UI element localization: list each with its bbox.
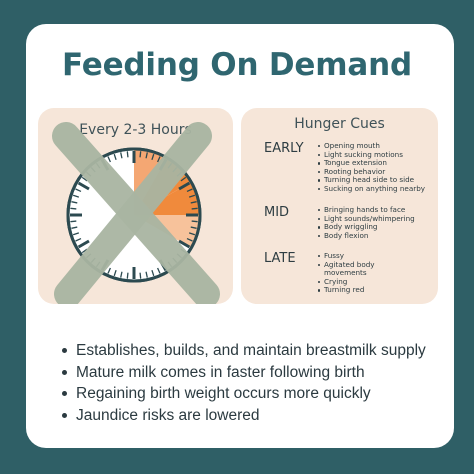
clock-minute-tick [113,153,117,161]
clock-minute-tick [191,207,198,210]
benefits-list: Establishes, builds, and maintain breast… [62,340,426,426]
clock-minute-tick [151,269,155,277]
cue-item: Turning red [318,286,438,295]
cue-item-continuation: movements [324,268,367,278]
cue-item: Rooting behavior [318,167,438,177]
clock-minute-tick [190,226,197,229]
clock-minute-tick [72,194,80,198]
page-title: Feeding On Demand [62,47,412,83]
clock-minute-tick [107,156,112,163]
cue-item: Body wriggling [318,223,438,232]
clock-hour-tick [77,181,90,191]
clock-minute-tick [139,151,142,158]
cue-item: Light sucking motions [318,150,438,160]
cue-list-mid: Bringing hands to face Light sounds/whim… [318,205,438,241]
clock-hour-tick [178,181,191,191]
cue-label-early: EARLY [264,141,304,156]
clock-minute-tick [70,220,77,223]
clock-minute-tick [71,201,78,204]
clock-minute-tick [126,151,129,158]
clock-minute-tick [113,269,117,277]
cue-item: Agitated body [318,260,438,270]
clock-minute-tick [186,237,193,242]
cue-item: Tongue extension [318,159,438,168]
clock-minute-tick [75,188,82,193]
x-mark-icon [52,122,220,304]
cue-item: Sucking on anything nearby [318,184,438,194]
clock-minute-tick [107,267,112,274]
clock-minute-tick [81,248,88,254]
cue-item: Bringing hands to face [318,205,438,215]
cue-list-early: Opening mouth Light sucking motions Tong… [318,141,438,194]
hunger-cues-title: Hunger Cues [294,116,385,132]
clock-minute-tick [188,194,196,198]
cue-label-mid: MID [264,205,290,220]
cue-item: Fussy [318,251,438,261]
clock-minute-tick [190,201,197,204]
feeding-interval-title: Every 2-3 Hours [79,122,192,138]
clock-hour-tick [77,239,90,249]
cue-item: Body flexion [318,231,438,241]
clock-minute-tick [72,232,80,236]
clock-minute-tick [151,153,155,161]
clock-minute-tick [191,220,198,223]
benefit-item: Jaundice risks are lowered [62,405,426,427]
clock-minute-tick [81,176,88,182]
cue-item: Turning head side to side [318,176,438,185]
clock-minute-tick [156,267,161,274]
clock-minute-tick [145,152,148,159]
benefit-item: Mature milk comes in faster following bi… [62,362,426,384]
clock-minute-tick [186,188,193,193]
cue-item: Crying [318,277,438,287]
clock-minute-tick [139,272,142,279]
clock-minute-tick [156,156,161,163]
clock-minute-tick [126,272,129,279]
cue-label-late: LATE [264,251,296,266]
clock-minute-tick [120,271,123,278]
clock-minute-tick [71,226,78,229]
clock-hour-tick [178,239,191,249]
clock-minute-tick [70,207,77,210]
clock-minute-tick [180,176,187,182]
cue-item: Opening mouth [318,141,438,151]
clock-minute-tick [120,152,123,159]
benefit-item: Regaining birth weight occurs more quick… [62,383,426,405]
hunger-cues-panel [241,108,438,304]
cue-item: Light sounds/whimpering [318,214,438,224]
clock-minute-tick [188,232,196,236]
clock-minute-tick [75,237,82,242]
benefit-item: Establishes, builds, and maintain breast… [62,340,426,362]
clock-minute-tick [145,271,148,278]
cue-list-late: Fussy Agitated body movements Crying Tur… [318,251,438,295]
